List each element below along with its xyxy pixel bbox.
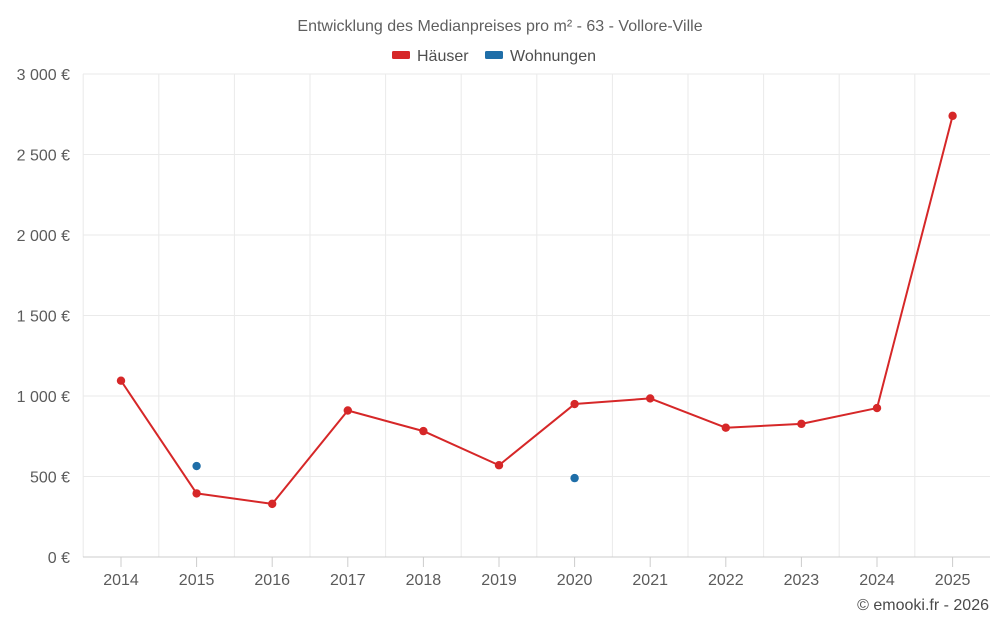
series-line-haeuser — [120, 114, 954, 505]
point-haeuser-2021[interactable] — [646, 394, 655, 403]
x-tick-label-2014: 2014 — [103, 572, 139, 589]
point-haeuser-2015[interactable] — [192, 489, 201, 498]
point-haeuser-2014[interactable] — [116, 376, 126, 385]
grid — [82, 73, 990, 557]
point-haeuser-2025[interactable] — [948, 111, 957, 121]
point-wohnungen-2015[interactable] — [192, 461, 201, 471]
point-haeuser-2016[interactable] — [268, 499, 277, 509]
legend-label-1[interactable]: Wohnungen — [510, 48, 596, 65]
point-haeuser-2023[interactable] — [797, 419, 806, 429]
point-haeuser-2019[interactable] — [494, 461, 504, 470]
point-haeuser-2022[interactable] — [721, 423, 730, 432]
x-tick-label-2020: 2020 — [557, 572, 593, 589]
x-tick-label-2015: 2015 — [179, 572, 215, 589]
point-wohnungen-2020[interactable] — [570, 473, 579, 483]
series-layer — [120, 114, 954, 505]
data-points — [116, 111, 957, 509]
x-tick-label-2025: 2025 — [935, 572, 971, 589]
point-haeuser-2020[interactable] — [570, 399, 579, 409]
y-tick-label: 1 500 € — [17, 309, 70, 326]
y-tick-label: 1 000 € — [17, 389, 70, 406]
point-haeuser-2024[interactable] — [872, 403, 882, 413]
legend: Häuser Wohnungen — [392, 48, 596, 65]
axes: 0 € 500 € 1 000 € 1 500 € 2 000 € 2 500 € 3 00… — [17, 67, 990, 589]
legend-swatch-0[interactable] — [392, 51, 410, 59]
legend-swatch-1[interactable] — [485, 51, 503, 59]
x-tick-label-2017: 2017 — [330, 572, 366, 589]
y-tick-label: 2 500 € — [17, 148, 70, 165]
y-tick-label: 500 € — [30, 470, 70, 487]
y-tick-label: 3 000 € — [17, 67, 70, 84]
point-haeuser-2018[interactable] — [419, 426, 428, 436]
y-tick-label: 2 000 € — [17, 228, 70, 245]
x-tick-label-2024: 2024 — [859, 572, 895, 589]
chart-title: Entwicklung des Medianpreises pro m² - 6… — [297, 18, 702, 35]
x-tick-label-2016: 2016 — [254, 572, 290, 589]
x-tick-label-2021: 2021 — [632, 572, 668, 589]
legend-label-0[interactable]: Häuser — [417, 48, 469, 65]
x-tick-label-2019: 2019 — [481, 572, 517, 589]
x-tick-label-2022: 2022 — [708, 572, 744, 589]
y-tick-label: 0 € — [48, 550, 70, 567]
x-tick-label-2023: 2023 — [784, 572, 820, 589]
credits: © emooki.fr - 2026 — [857, 597, 989, 614]
x-tick-label-2018: 2018 — [406, 572, 442, 589]
point-haeuser-2017[interactable] — [343, 406, 352, 415]
